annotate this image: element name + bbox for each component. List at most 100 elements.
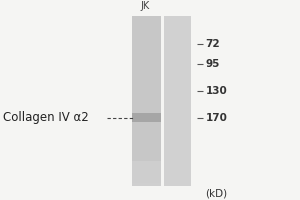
Bar [132, 138, 160, 141]
Bar [132, 98, 160, 101]
Bar [132, 42, 160, 45]
Bar [132, 76, 160, 79]
Bar [132, 169, 160, 172]
Bar [164, 39, 190, 42]
Bar [164, 30, 190, 33]
Bar [132, 84, 160, 87]
Bar [132, 127, 160, 129]
Bar [132, 132, 160, 135]
Bar [164, 121, 190, 124]
Bar [164, 62, 190, 64]
Bar [164, 98, 190, 101]
Bar [164, 90, 190, 93]
Bar [132, 155, 160, 158]
Text: (kD): (kD) [206, 189, 228, 199]
Bar [164, 93, 190, 95]
Bar [132, 183, 160, 186]
Bar [132, 28, 160, 30]
Bar [132, 39, 160, 42]
Bar [132, 180, 160, 183]
Bar [164, 73, 190, 76]
Bar [132, 87, 160, 90]
Bar [164, 45, 190, 47]
Bar [164, 110, 190, 112]
Bar [164, 79, 190, 81]
Bar [164, 138, 190, 141]
Bar [164, 81, 190, 84]
Bar [164, 135, 190, 138]
Bar [132, 107, 160, 110]
Bar [132, 45, 160, 47]
Bar [132, 53, 160, 56]
Bar [132, 113, 160, 122]
Bar [132, 135, 160, 138]
Bar [132, 118, 160, 121]
Bar [164, 169, 190, 172]
Bar [164, 84, 190, 87]
Bar [164, 158, 190, 161]
Bar [164, 33, 190, 36]
Bar [132, 144, 160, 146]
Bar [132, 95, 160, 98]
Bar [132, 33, 160, 36]
Bar [164, 36, 190, 39]
Bar [132, 25, 160, 28]
Bar [164, 104, 190, 107]
Bar [132, 50, 160, 53]
Bar [132, 166, 160, 169]
Bar [164, 70, 190, 73]
Bar [132, 47, 160, 50]
Bar [132, 90, 160, 93]
Bar [132, 175, 160, 177]
Bar [132, 59, 160, 62]
Bar [164, 127, 190, 129]
Bar [132, 158, 160, 161]
Bar [164, 175, 190, 177]
Bar [132, 161, 160, 163]
Text: 130: 130 [206, 86, 227, 96]
Bar [164, 59, 190, 62]
Bar [164, 28, 190, 30]
Bar [132, 172, 160, 175]
Bar [164, 50, 190, 53]
Bar [132, 16, 160, 19]
Bar [164, 180, 190, 183]
Bar [164, 47, 190, 50]
Bar [164, 144, 190, 146]
Bar [164, 129, 190, 132]
Bar [132, 177, 160, 180]
Bar [132, 64, 160, 67]
Bar [132, 22, 160, 25]
Text: 170: 170 [206, 113, 227, 123]
Bar [132, 62, 160, 64]
Bar [132, 115, 160, 118]
Bar [132, 101, 160, 104]
Bar [132, 163, 160, 166]
Bar [164, 132, 190, 135]
Bar [164, 76, 190, 79]
Bar [164, 67, 190, 70]
Bar [164, 124, 190, 127]
Bar [164, 118, 190, 121]
Bar [164, 107, 190, 110]
Bar [132, 141, 160, 144]
Bar [132, 56, 160, 59]
Bar [164, 163, 190, 166]
Bar [132, 81, 160, 84]
Bar [132, 70, 160, 73]
Bar [132, 112, 160, 115]
Bar [132, 79, 160, 81]
Bar [132, 121, 160, 124]
Bar [132, 30, 160, 33]
Bar [164, 87, 190, 90]
Bar [164, 115, 190, 118]
Bar [132, 67, 160, 70]
Bar [164, 95, 190, 98]
Bar [132, 93, 160, 95]
Bar [164, 146, 190, 149]
Bar [164, 22, 190, 25]
Bar [132, 146, 160, 149]
Bar [164, 101, 190, 104]
Text: JK: JK [141, 1, 150, 11]
Bar [132, 129, 160, 132]
